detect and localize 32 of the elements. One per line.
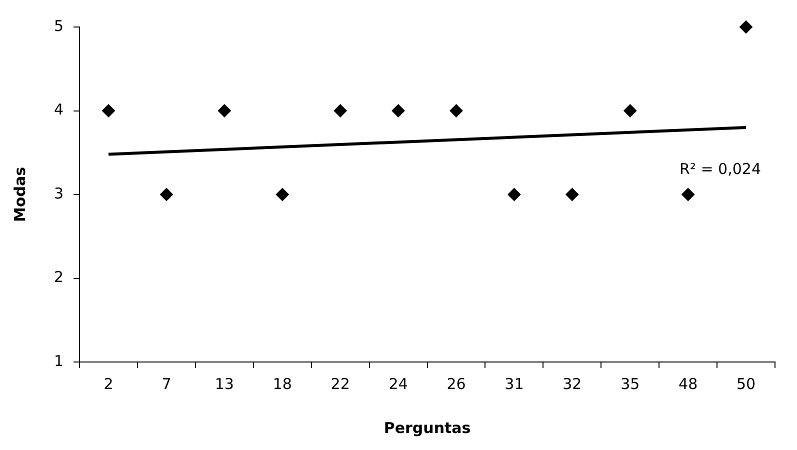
x-tick-label: 31 — [504, 374, 524, 393]
point — [102, 104, 116, 118]
x-tick-label: 50 — [736, 374, 756, 393]
y-tick-label: 5 — [54, 16, 64, 35]
point — [160, 188, 173, 201]
x-tick-label: 26 — [446, 374, 466, 393]
point — [566, 188, 579, 201]
x-tick-label: 7 — [162, 374, 172, 393]
y-tick-label: 1 — [54, 352, 64, 370]
x-tick-label: 24 — [388, 374, 408, 393]
y-axis-title: Modas — [10, 166, 29, 222]
point — [682, 188, 695, 201]
point — [276, 188, 289, 201]
point — [740, 20, 753, 34]
point — [392, 104, 405, 118]
x-tick-label: 18 — [272, 374, 292, 393]
point — [508, 188, 521, 201]
y-tick-label: 3 — [54, 184, 64, 202]
y-tick-label: 4 — [54, 100, 64, 119]
point — [218, 104, 231, 118]
x-tick-label: 35 — [620, 374, 640, 393]
x-tick-label: 32 — [562, 374, 582, 393]
point — [624, 104, 637, 118]
annotation: R² = 0,024 — [680, 160, 761, 178]
x-tick-label: 2 — [104, 374, 114, 393]
y-tick-label: 2 — [54, 268, 64, 286]
x-tick-label: 48 — [678, 374, 698, 393]
x-tick-label: 22 — [330, 374, 350, 393]
point — [334, 104, 347, 118]
point — [450, 104, 463, 118]
x-tick-label: 13 — [214, 374, 234, 393]
x-axis-title: Perguntas — [384, 418, 471, 437]
